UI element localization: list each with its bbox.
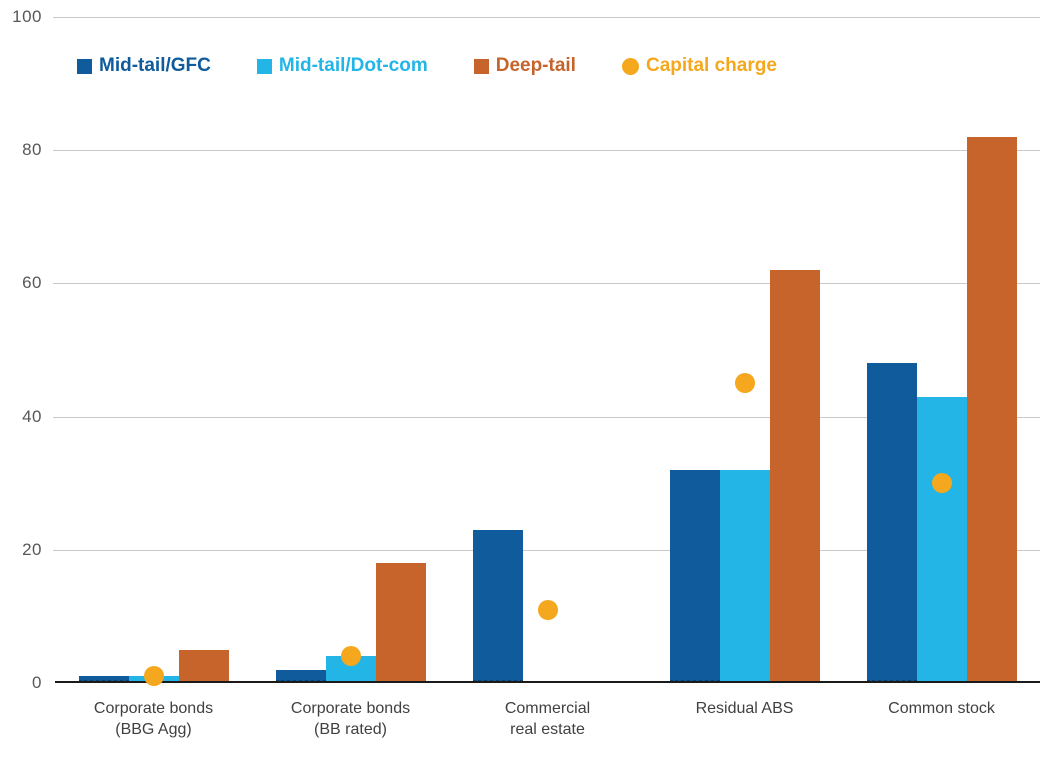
capital-charge-point-corporate-bonds — [143, 666, 164, 687]
bar-mid-tail-dot-com-residual-abs — [719, 469, 770, 683]
gridline-40 — [53, 416, 1040, 418]
x-category-label-corporate-bonds: Corporate bonds (BBG Agg) — [93, 700, 214, 738]
gridline-20 — [53, 549, 1040, 551]
chart-legend: Mid-tail/GFC Mid-tail/Dot-com Deep-tail … — [77, 55, 777, 77]
y-tick-label-60: 60 — [22, 273, 42, 293]
legend-item-capital-charge: Capital charge — [621, 55, 777, 77]
legend-item-mid-tail-gfc: Mid-tail/GFC — [77, 55, 211, 77]
mid-tail-gfc-swatch-icon — [77, 58, 92, 74]
capital-charge-point-commercial — [537, 599, 558, 620]
bar-mid-tail-gfc-commercial — [472, 529, 523, 683]
capital-charge-point-corporate-bonds — [340, 646, 361, 667]
mid-tail-dot-com-swatch-icon — [256, 58, 272, 74]
legend-label-capital-charge: Capital charge — [645, 55, 777, 76]
bar-mid-tail-gfc-residual-abs — [669, 469, 720, 683]
x-axis-line — [55, 681, 1040, 683]
x-category-label-common-stock: Common stock — [888, 700, 995, 717]
bar-deep-tail-common-stock — [966, 136, 1017, 683]
y-tick-label-100: 100 — [12, 7, 42, 26]
gridline-80 — [53, 150, 1040, 152]
legend-item-deep-tail: Deep-tail — [473, 55, 576, 77]
y-tick-label-40: 40 — [22, 406, 42, 426]
y-tick-label-20: 20 — [22, 539, 42, 559]
x-category-label-commercial: Commercial real estate — [504, 700, 591, 738]
legend-label-mid-tail-dot-com: Mid-tail/Dot-com — [278, 55, 428, 76]
y-tick-label-0: 0 — [32, 673, 42, 692]
gridline-60 — [53, 283, 1040, 285]
x-category-label-residual-abs: Residual ABS — [695, 700, 794, 717]
capital-charge-point-residual-abs — [734, 373, 755, 394]
capital-charge-point-common-stock — [931, 473, 952, 494]
bar-deep-tail-corporate-bonds — [375, 563, 426, 683]
legend-label-deep-tail: Deep-tail — [495, 55, 576, 76]
capital-charge-swatch-icon — [621, 57, 639, 75]
gridline-100 — [53, 17, 1040, 18]
deep-tail-swatch-icon — [473, 58, 489, 74]
y-tick-label-80: 80 — [22, 140, 42, 160]
bar-deep-tail-corporate-bonds — [178, 649, 229, 683]
legend-label-mid-tail-gfc: Mid-tail/GFC — [99, 55, 211, 76]
x-category-label-corporate-bonds: Corporate bonds (BB rated) — [290, 700, 411, 738]
legend-item-mid-tail-dot-com: Mid-tail/Dot-com — [256, 55, 428, 77]
bar-mid-tail-dot-com-common-stock — [916, 396, 967, 683]
bar-deep-tail-residual-abs — [769, 270, 820, 683]
bar-mid-tail-gfc-common-stock — [866, 363, 917, 683]
